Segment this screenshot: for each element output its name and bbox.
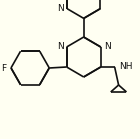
Text: NH: NH (120, 61, 133, 70)
Text: N: N (104, 42, 111, 50)
Text: N: N (57, 4, 64, 13)
Text: F: F (1, 64, 6, 73)
Text: N: N (57, 42, 64, 50)
